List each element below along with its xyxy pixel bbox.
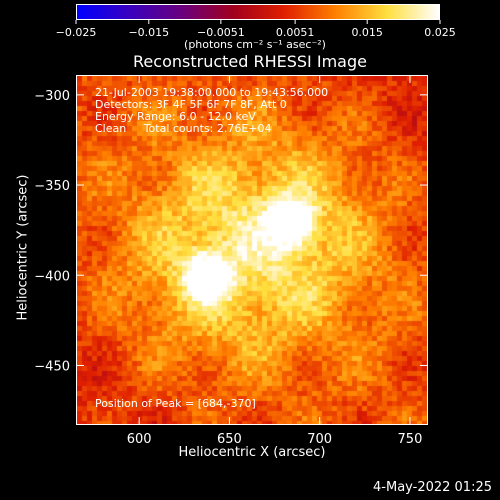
x-axis-label: Heliocentric X (arcsec) [178,445,326,460]
y-tick-label: −350 [34,179,70,194]
info-detectors: Detectors: 3F 4F 5F 6F 7F 8F, Att 0 [95,98,287,111]
colorbar-tick-label: 0.0051 [276,26,315,39]
info-energy-range: Energy Range: 6.0 - 12.0 keV [95,110,256,123]
y-tick-label: −400 [34,269,70,284]
y-axis-label: Heliocentric Y (arcsec) [15,174,31,321]
colorbar [76,4,440,20]
colorbar-tick-label: −0.0051 [197,26,245,39]
peak-position-label: Position of Peak = [684,-370] [95,397,256,410]
y-tick-label: −300 [34,89,70,104]
rhessi-heatmap [77,76,427,424]
colorbar-axis: −0.025 −0.015 −0.0051 0.0051 0.015 0.025 [56,20,456,39]
y-tick-label: −450 [34,359,70,374]
image-plot: 21-Jul-2003 19:38:00.000 to 19:43:56.000… [76,75,428,425]
colorbar-tick-label: −0.015 [128,26,169,39]
colorbar-tick-label: 0.015 [351,26,383,39]
colorbar-units: (photons cm⁻² s⁻¹ asec⁻²) [184,38,326,51]
chart-title: Reconstructed RHESSI Image [133,52,367,71]
info-total-counts: Clean Total counts: 2.76E+04 [95,122,272,135]
colorbar-tick-label: −0.025 [56,26,97,39]
footer-date: 4-May-2022 01:25 [373,480,492,495]
info-time-range: 21-Jul-2003 19:38:00.000 to 19:43:56.000 [95,86,329,99]
colorbar-tick-label: 0.025 [424,26,456,39]
